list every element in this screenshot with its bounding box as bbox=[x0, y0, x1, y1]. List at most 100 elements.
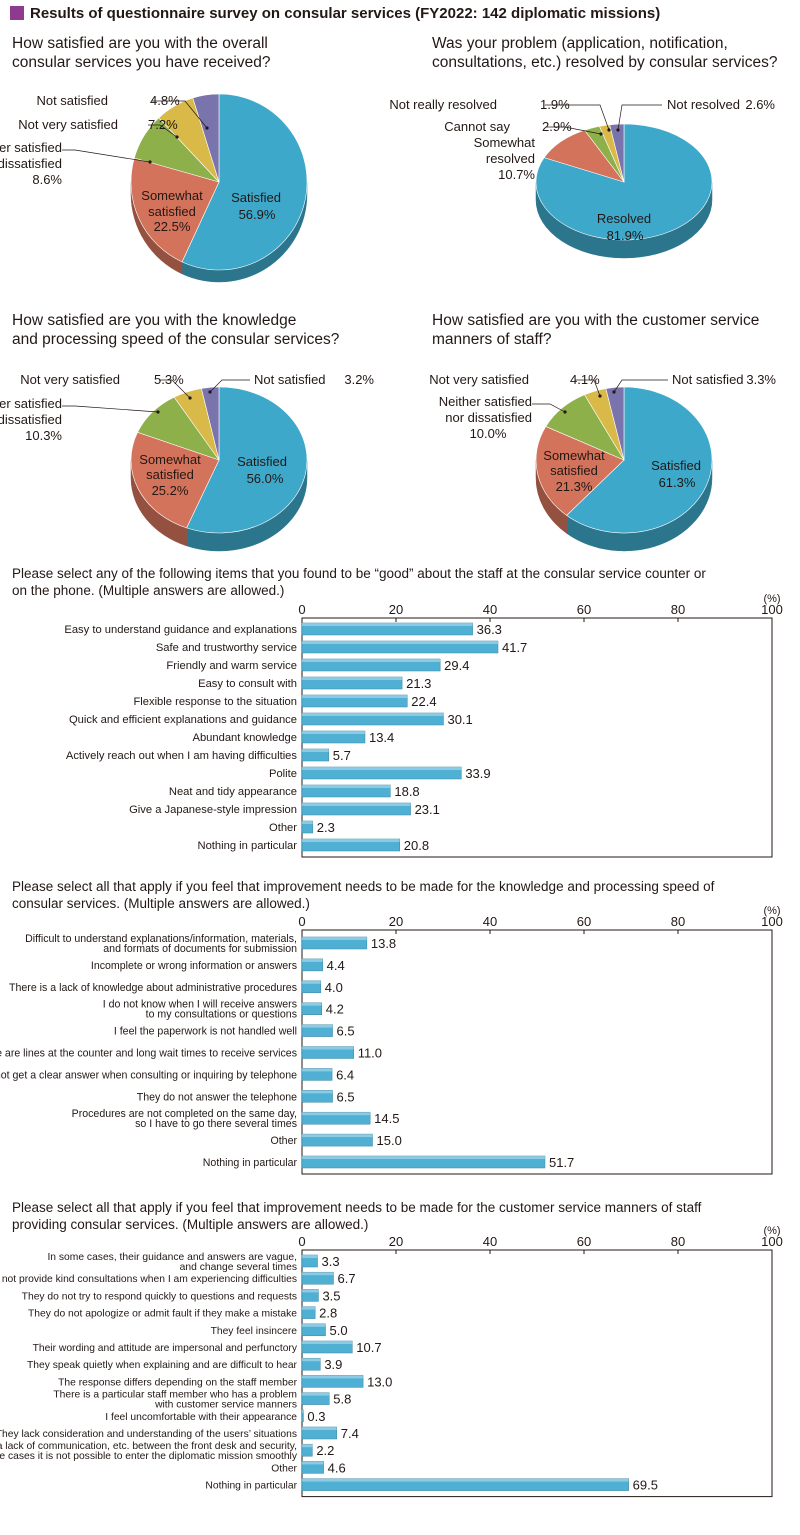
bar-they-do-not-answer-the-telephone bbox=[301, 1090, 333, 1103]
bar-value-label: 3.9 bbox=[324, 1357, 342, 1372]
bar-i-feel-the-paperwork-is-not-handled-well bbox=[301, 1024, 333, 1037]
x-tick-label-100: 100 bbox=[761, 602, 783, 617]
bar-i-feel-uncomfortable-with-their-appearan bbox=[301, 1409, 304, 1423]
bar-highlight bbox=[302, 749, 329, 752]
bar-highlight bbox=[302, 803, 411, 806]
bar-value-label: 13.4 bbox=[369, 730, 394, 745]
pie-label-not-very-satisfied: Not very satisfied 7.2% bbox=[18, 117, 179, 139]
bar-category-label: Abundant knowledge bbox=[192, 732, 297, 744]
pie-leader-line bbox=[575, 379, 601, 397]
bar-value-label: 69.5 bbox=[633, 1478, 658, 1493]
pie-slice-satisfied bbox=[181, 93, 308, 271]
bar-value-label: 6.5 bbox=[337, 1089, 355, 1104]
bar-chart-title-good-points: Please select any of the following items… bbox=[12, 565, 706, 599]
pie-leader-dot bbox=[599, 132, 603, 136]
pie-label-value: 2.6% bbox=[745, 97, 775, 112]
bar-highlight bbox=[302, 1156, 545, 1159]
bar-highlight bbox=[302, 1134, 373, 1138]
pie-leader-line bbox=[209, 379, 250, 393]
plot-frame bbox=[301, 617, 773, 858]
bar-their-wording-and-attitude-are-impersona bbox=[301, 1340, 353, 1354]
bar-value-label: 5.8 bbox=[333, 1392, 351, 1407]
pie-slice-satisfied bbox=[566, 386, 713, 534]
bar-highlight bbox=[302, 1090, 333, 1094]
bar-there-are-lines-at-the-counter-and-long- bbox=[301, 1046, 354, 1059]
pie-leader-dot bbox=[563, 410, 567, 414]
bar-category-label: so I have to go there several times bbox=[135, 1118, 297, 1130]
pie-label-value: 1.9% bbox=[540, 97, 570, 112]
bar-safe-and-trustworthy-service bbox=[301, 640, 499, 654]
bar-value-label: 2.3 bbox=[317, 820, 335, 835]
pie-leader-line bbox=[159, 379, 191, 399]
bar-category-label: to my consultations or questions bbox=[146, 1009, 297, 1021]
bar-highlight bbox=[302, 1112, 371, 1116]
pie-label-text: 56.9% bbox=[239, 207, 276, 222]
pie-label-text: resolved bbox=[486, 151, 535, 166]
plot-frame bbox=[301, 929, 773, 1175]
bar-category-label: There is a particular staff member who h… bbox=[53, 1390, 297, 1401]
chart-title-line: and processing speed of the consular ser… bbox=[12, 331, 340, 348]
bar-chart-manners-improvement: 0 20 40 60 80 100(%) 3.3 In some cases, their g… bbox=[0, 1225, 783, 1498]
bar-value-label: 6.5 bbox=[337, 1024, 355, 1039]
bar-highlight bbox=[302, 1478, 629, 1482]
bar-highlight bbox=[302, 839, 400, 842]
pie-chart-problem-resolved: Resolved81.9%Somewhatresolved10.7%Cannot… bbox=[389, 97, 775, 259]
pie-slice-satisfied bbox=[186, 386, 308, 534]
bar-category-label: They speak quietly when explaining and a… bbox=[27, 1360, 298, 1371]
pie-label-text: nor dissatisfied bbox=[0, 412, 62, 427]
pie-label-text: 81.9% bbox=[607, 228, 644, 243]
bar-other bbox=[301, 820, 314, 834]
pie-label-text: Satisfied bbox=[231, 190, 281, 205]
pie-label-text: satisfied bbox=[550, 463, 598, 478]
bar-highlight bbox=[302, 1461, 324, 1465]
pie-leader-dot bbox=[205, 126, 209, 130]
bar-value-label: 3.3 bbox=[322, 1254, 340, 1269]
pie-leader-dot bbox=[188, 396, 192, 400]
pie-label-text: Neither satisfied bbox=[0, 140, 62, 155]
bar-incomplete-or-wrong-information-or-answe bbox=[301, 958, 323, 972]
pie-chart-title-knowledge-speed: How satisfied are you with the knowledge… bbox=[12, 311, 339, 349]
pie-label-value: 2.9% bbox=[542, 119, 572, 134]
bar-other bbox=[301, 1133, 373, 1147]
pie-label-name: Not satisfied bbox=[672, 372, 744, 387]
bar-in-some-cases-their-guidance-and-answers bbox=[301, 1254, 318, 1268]
bar-chart-knowledge-improvement: 0 20 40 60 80 100(%) 13.8 Difficult to understa… bbox=[0, 905, 783, 1175]
bar-value-label: 5.7 bbox=[333, 748, 351, 763]
bar-highlight bbox=[302, 767, 462, 770]
pie-leader-dot bbox=[175, 135, 179, 139]
pie-label-not-very-satisfied: Not very satisfied 5.3% bbox=[20, 372, 192, 400]
bar-cannot-get-a-clear-answer-when-consultin bbox=[301, 1068, 333, 1081]
bar-highlight bbox=[302, 1323, 326, 1327]
bar-highlight bbox=[302, 1341, 353, 1344]
pie-label-not-really-resolved: Not really resolved 1.9% bbox=[389, 97, 611, 132]
bar-category-label: Nothing in particular bbox=[198, 840, 298, 852]
bar-category-label: I feel the paperwork is not handled well bbox=[114, 1026, 297, 1038]
pie-slice-resolved bbox=[535, 123, 713, 241]
pie-label-resolved: Resolved 81.9% bbox=[597, 211, 651, 243]
pie-label-value: 4.1% bbox=[570, 372, 600, 387]
x-tick-label-100: 100 bbox=[761, 914, 783, 929]
bar-value-label: 21.3 bbox=[406, 676, 431, 691]
bar-category-label: They do not apologize or admit fault if … bbox=[28, 1309, 297, 1320]
bar-they-do-not-apologize-or-admit-fault-if- bbox=[301, 1306, 316, 1319]
pie-label-text: 8.6% bbox=[32, 172, 62, 187]
bar-nothing-in-particular bbox=[301, 838, 401, 852]
chart-title-line: Please select all that apply if you feel… bbox=[12, 1200, 702, 1215]
bar-nothing-in-particular bbox=[301, 1155, 546, 1169]
bar-value-label: 3.5 bbox=[322, 1288, 340, 1303]
chart-title-line: How satisfied are you with the overall bbox=[12, 35, 268, 52]
bar-highlight bbox=[302, 1306, 316, 1310]
pie-label-text: nor dissatisfied bbox=[445, 410, 532, 425]
bar-they-lack-consideration-and-understandin bbox=[301, 1426, 338, 1440]
pie-leader-dot bbox=[148, 160, 152, 164]
chart-title-line: consultations, etc.) resolved by consula… bbox=[432, 54, 778, 71]
pie-label-text: Somewhat bbox=[474, 135, 536, 150]
chart-title-line: How satisfied are you with the knowledge bbox=[12, 312, 297, 329]
pie-leader-line bbox=[617, 104, 662, 131]
bar-value-label: 30.1 bbox=[447, 712, 472, 727]
pie-leader-dot bbox=[607, 128, 611, 132]
bar-category-label: with customer service manners bbox=[154, 1400, 297, 1411]
bar-value-label: 13.8 bbox=[371, 936, 396, 951]
